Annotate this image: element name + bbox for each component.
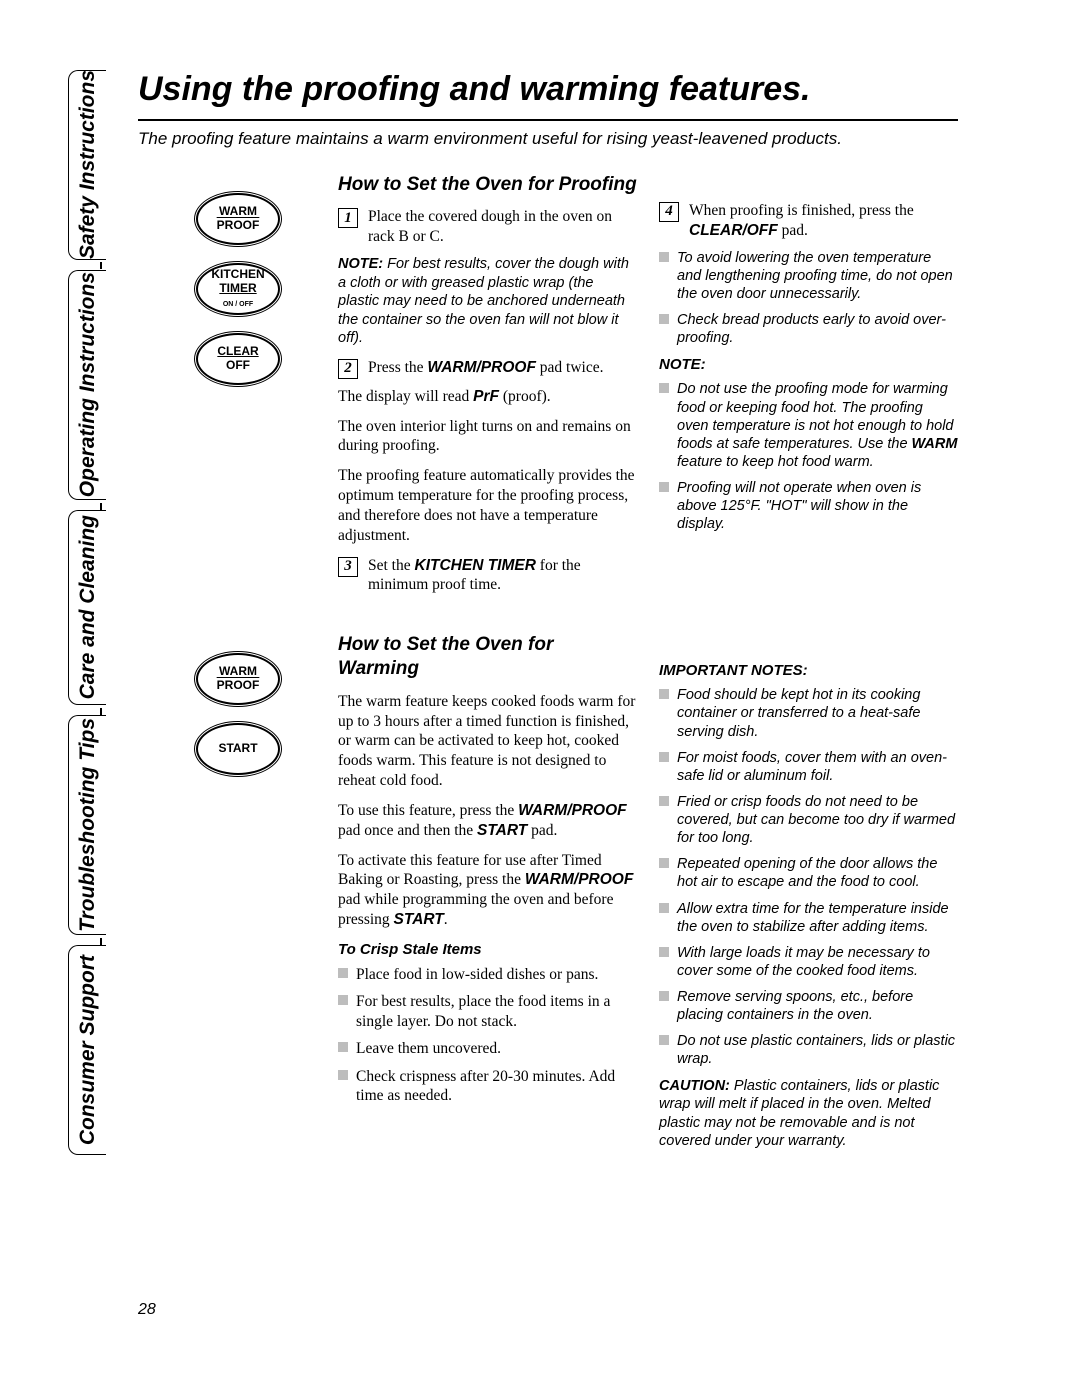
list-item: For moist foods, cover them with an oven… [659, 749, 958, 785]
tab-safety[interactable]: Safety Instructions [68, 70, 106, 260]
tab-troubleshooting[interactable]: Troubleshooting Tips [68, 715, 106, 935]
crisp-list: Place food in low-sided dishes or pans. … [338, 965, 637, 1105]
list-item: For best results, place the food items i… [338, 992, 637, 1031]
list-item: Fried or crisp foods do not need to be c… [659, 793, 958, 847]
tab-divider [100, 708, 102, 715]
page-title: Using the proofing and warming features. [138, 70, 958, 109]
auto-text: The proofing feature automatically provi… [338, 466, 637, 545]
proofing-bullets-1: To avoid lowering the oven temperature a… [659, 249, 958, 348]
start-button-icon: START [196, 723, 280, 775]
page-number: 28 [138, 1301, 156, 1319]
warming-col-left: How to Set the Oven for Warming The warm… [338, 633, 637, 1161]
warming-p3: To activate this feature for use after T… [338, 851, 637, 930]
section-proofing: WARMPROOF KITCHENTIMERON / OFF CLEAROFF … [138, 173, 958, 603]
caution-text: CAUTION: Plastic containers, lids or pla… [659, 1077, 958, 1151]
section-warming: WARMPROOF START How to Set the Oven for … [138, 633, 958, 1161]
warming-illustration: WARMPROOF START [138, 633, 338, 1161]
warming-p1: The warm feature keeps cooked foods warm… [338, 692, 637, 791]
list-item: Check bread products early to avoid over… [659, 311, 958, 347]
crisp-heading: To Crisp Stale Items [338, 940, 637, 959]
tab-divider [100, 938, 102, 945]
list-item: Repeated opening of the door allows the … [659, 855, 958, 891]
sidebar-tabs: Safety Instructions Operating Instructio… [66, 70, 106, 1210]
list-item: Check crispness after 20-30 minutes. Add… [338, 1067, 637, 1106]
list-item: Do not use plastic containers, lids or p… [659, 1032, 958, 1068]
list-item: Leave them uncovered. [338, 1039, 637, 1058]
step-2: 2Press the WARM/PROOF pad twice. [338, 358, 637, 379]
kitchen-timer-button-icon: KITCHENTIMERON / OFF [196, 263, 280, 315]
tab-care[interactable]: Care and Cleaning [68, 510, 106, 705]
intro-text: The proofing feature maintains a warm en… [138, 129, 958, 149]
warm-proof-button-icon: WARMPROOF [196, 653, 280, 705]
light-text: The oven interior light turns on and rem… [338, 417, 637, 457]
tab-support[interactable]: Consumer Support [68, 945, 106, 1155]
clear-off-button-icon: CLEAROFF [196, 333, 280, 385]
tab-operating[interactable]: Operating Instructions [68, 270, 106, 500]
warm-proof-button-icon: WARMPROOF [196, 193, 280, 245]
proofing-bullets-2: Do not use the proofing mode for warming… [659, 380, 958, 533]
main-content: Using the proofing and warming features.… [138, 70, 958, 1191]
display-text: The display will read PrF (proof). [338, 387, 637, 407]
note-label: NOTE: [659, 355, 958, 374]
tab-divider [100, 503, 102, 510]
proofing-heading: How to Set the Oven for Proofing [338, 173, 637, 197]
list-item: Proofing will not operate when oven is a… [659, 479, 958, 533]
proofing-col-left: How to Set the Oven for Proofing 1Place … [338, 173, 637, 603]
rule [138, 119, 958, 121]
proofing-note-1: NOTE: For best results, cover the dough … [338, 255, 637, 348]
list-item: Food should be kept hot in its cooking c… [659, 686, 958, 740]
list-item: Place food in low-sided dishes or pans. [338, 965, 637, 984]
step-1: 1Place the covered dough in the oven on … [338, 207, 637, 247]
warming-heading: How to Set the Oven for Warming [338, 633, 637, 682]
proofing-col-right: 4When proofing is finished, press the CL… [659, 173, 958, 603]
list-item: To avoid lowering the oven temperature a… [659, 249, 958, 303]
step-4: 4When proofing is finished, press the CL… [659, 201, 958, 241]
warming-col-right: IMPORTANT NOTES: Food should be kept hot… [659, 633, 958, 1161]
list-item: Do not use the proofing mode for warming… [659, 380, 958, 471]
proofing-illustration: WARMPROOF KITCHENTIMERON / OFF CLEAROFF [138, 173, 338, 603]
step-3: 3Set the KITCHEN TIMER for the minimum p… [338, 556, 637, 596]
important-notes-heading: IMPORTANT NOTES: [659, 661, 958, 680]
list-item: Remove serving spoons, etc., before plac… [659, 988, 958, 1024]
list-item: With large loads it may be necessary to … [659, 944, 958, 980]
warming-p2: To use this feature, press the WARM/PROO… [338, 801, 637, 841]
important-notes-list: Food should be kept hot in its cooking c… [659, 686, 958, 1068]
list-item: Allow extra time for the temperature ins… [659, 900, 958, 936]
tab-divider [100, 262, 102, 269]
